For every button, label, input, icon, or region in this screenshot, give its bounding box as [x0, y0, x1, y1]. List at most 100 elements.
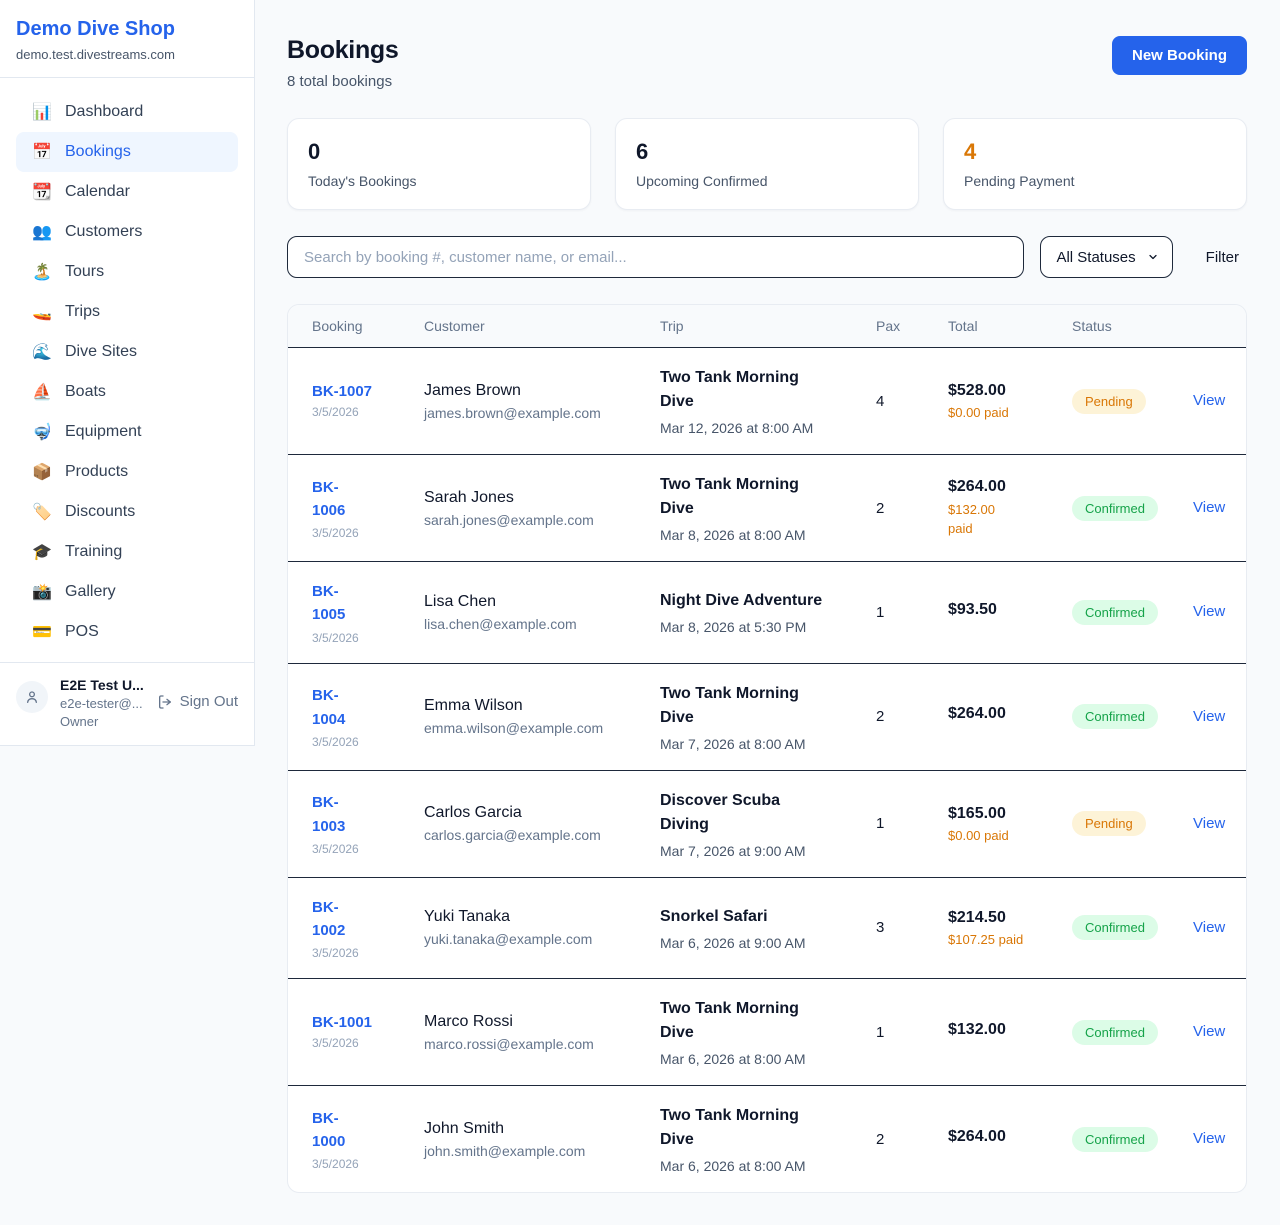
booking-id-link[interactable]: BK-1003 — [312, 794, 346, 835]
wave-icon: 🌊 — [32, 344, 52, 361]
total-amount: $264.00 — [948, 705, 1006, 722]
view-link[interactable]: View — [1193, 1130, 1226, 1147]
brand-name: Demo Dive Shop — [16, 18, 175, 40]
sidebar-item-label: Customers — [65, 223, 143, 240]
trip-time: Mar 7, 2026 at 8:00 AM — [660, 735, 806, 752]
tag-icon: 🏷️ — [32, 504, 52, 521]
booking-id-link[interactable]: BK-1004 — [312, 687, 346, 728]
view-link[interactable]: View — [1193, 603, 1226, 621]
total-amount: $264.00 — [948, 1127, 1006, 1145]
sidebar-item-equipment[interactable]: 🤿 Equipment — [16, 412, 238, 452]
sidebar-item-bookings[interactable]: 📅 Bookings — [16, 132, 238, 172]
table-row: BK-1005 3/5/2026 Lisa Chen lisa.chen@exa… — [288, 562, 1246, 664]
booking-id-link[interactable]: BK-1006 — [312, 478, 346, 519]
person-icon — [27, 691, 37, 703]
customer-name: James Brown — [424, 381, 521, 399]
status-filter-select[interactable]: All Statuses — [1040, 236, 1173, 278]
sidebar: Demo Dive Shop demo.test.divestreams.com… — [0, 0, 255, 746]
status-badge: Confirmed — [1072, 915, 1158, 941]
island-icon: 🏝️ — [32, 264, 52, 281]
table-row: BK-1006 3/5/2026 Sarah Jones sarah.jones… — [288, 455, 1246, 562]
sidebar-item-label: Bookings — [65, 143, 131, 160]
booking-id-link[interactable]: BK-1001 — [312, 1014, 373, 1031]
status-badge: Pending — [1072, 388, 1146, 414]
trip-name: Two Tank Morning Dive — [660, 1107, 799, 1148]
paid-amount: $0.00 paid — [948, 405, 1009, 420]
column-header-pax: Pax — [876, 318, 901, 334]
stat-card-upcoming-confirmed: 6 Upcoming Confirmed — [615, 118, 919, 210]
sidebar-item-products[interactable]: 📦 Products — [16, 452, 238, 492]
customer-name: Yuki Tanaka — [424, 908, 510, 926]
view-link[interactable]: View — [1193, 707, 1226, 725]
chevron-down-icon — [1149, 254, 1157, 260]
sign-out-button[interactable]: Sign Out — [157, 693, 238, 710]
trip-name: Night Dive Adventure — [660, 592, 823, 610]
credit-card-icon: 💳 — [32, 624, 52, 641]
sidebar-item-dive-sites[interactable]: 🌊 Dive Sites — [16, 332, 238, 372]
bookings-table: Booking Customer Trip Pax Total Status B… — [287, 304, 1247, 1193]
trip-name: Two Tank Morning Dive — [660, 476, 799, 517]
trip-name: Two Tank Morning Dive — [660, 1000, 799, 1041]
package-icon: 📦 — [32, 464, 52, 481]
status-badge: Confirmed — [1072, 495, 1158, 521]
sidebar-item-label: Training — [65, 543, 123, 560]
customer-email: yuki.tanaka@example.com — [424, 931, 593, 948]
total-amount: $528.00 — [948, 382, 1006, 399]
column-header-booking: Booking — [312, 318, 363, 334]
sidebar-item-label: POS — [65, 623, 99, 640]
search-input[interactable] — [287, 236, 1025, 278]
view-link[interactable]: View — [1193, 918, 1226, 936]
sidebar-item-trips[interactable]: 🚤 Trips — [16, 292, 238, 332]
total-amount: $132.00 — [948, 1020, 1006, 1038]
sidebar-item-dashboard[interactable]: 📊 Dashboard — [16, 92, 238, 132]
trip-time: Mar 8, 2026 at 5:30 PM — [660, 619, 807, 636]
sidebar-item-calendar[interactable]: 📆 Calendar — [16, 172, 238, 212]
sidebar-item-discounts[interactable]: 🏷️ Discounts — [16, 492, 238, 532]
view-link[interactable]: View — [1193, 814, 1226, 832]
stat-value: 0 — [308, 139, 321, 164]
customer-name: John Smith — [424, 1119, 505, 1137]
user-meta: E2E Test U... e2e-tester@... Owner — [60, 677, 145, 729]
sidebar-item-pos[interactable]: 💳 POS — [16, 612, 238, 652]
booking-id-link[interactable]: BK-1002 — [312, 898, 346, 939]
customer-email: john.smith@example.com — [424, 1142, 586, 1159]
view-link[interactable]: View — [1193, 1023, 1226, 1040]
sidebar-item-tours[interactable]: 🏝️ Tours — [16, 252, 238, 292]
sidebar-item-customers[interactable]: 👥 Customers — [16, 212, 238, 252]
booking-id-link[interactable]: BK-1000 — [312, 1109, 346, 1150]
column-header-total: Total — [948, 318, 978, 334]
table-row: BK-1007 3/5/2026 James Brown james.brown… — [288, 348, 1246, 455]
customer-email: emma.wilson@example.com — [424, 720, 604, 736]
sidebar-item-boats[interactable]: ⛵ Boats — [16, 372, 238, 412]
customer-name: Marco Rossi — [424, 1012, 513, 1030]
pax-count: 1 — [876, 603, 885, 621]
booking-date: 3/5/2026 — [312, 405, 359, 419]
sidebar-item-label: Products — [65, 463, 129, 480]
status-badge: Confirmed — [1072, 704, 1158, 729]
sidebar-item-training[interactable]: 🎓 Training — [16, 532, 238, 572]
sidebar-item-label: Gallery — [65, 583, 116, 600]
diving-mask-icon: 🤿 — [32, 424, 52, 441]
user-footer: E2E Test U... e2e-tester@... Owner Sign … — [0, 662, 254, 745]
trip-time: Mar 6, 2026 at 8:00 AM — [660, 1158, 806, 1174]
table-row: BK-1003 3/5/2026 Carlos Garcia carlos.ga… — [288, 771, 1246, 878]
sidebar-item-label: Tours — [65, 263, 105, 280]
bar-chart-icon: 📊 — [32, 104, 52, 121]
booking-date: 3/5/2026 — [312, 630, 359, 645]
sidebar-item-gallery[interactable]: 📸 Gallery — [16, 572, 238, 612]
view-link[interactable]: View — [1193, 499, 1226, 516]
new-booking-button[interactable]: New Booking — [1111, 36, 1247, 75]
stat-card-todays-bookings: 0 Today's Bookings — [287, 118, 591, 210]
view-link[interactable]: View — [1193, 392, 1226, 409]
tear-off-calendar-icon: 📆 — [32, 184, 52, 201]
booking-id-link[interactable]: BK-1007 — [312, 383, 373, 400]
user-email: e2e-tester@... — [60, 696, 143, 711]
filter-button[interactable]: Filter — [1205, 248, 1239, 266]
booking-id-link[interactable]: BK-1005 — [312, 583, 346, 624]
stat-value: 4 — [964, 139, 977, 164]
user-role: Owner — [60, 714, 99, 729]
table-row: BK-1004 3/5/2026 Emma Wilson emma.wilson… — [288, 664, 1246, 771]
filter-row: All Statuses Filter — [287, 236, 1247, 278]
table-row: BK-1002 3/5/2026 Yuki Tanaka yuki.tanaka… — [288, 878, 1246, 979]
